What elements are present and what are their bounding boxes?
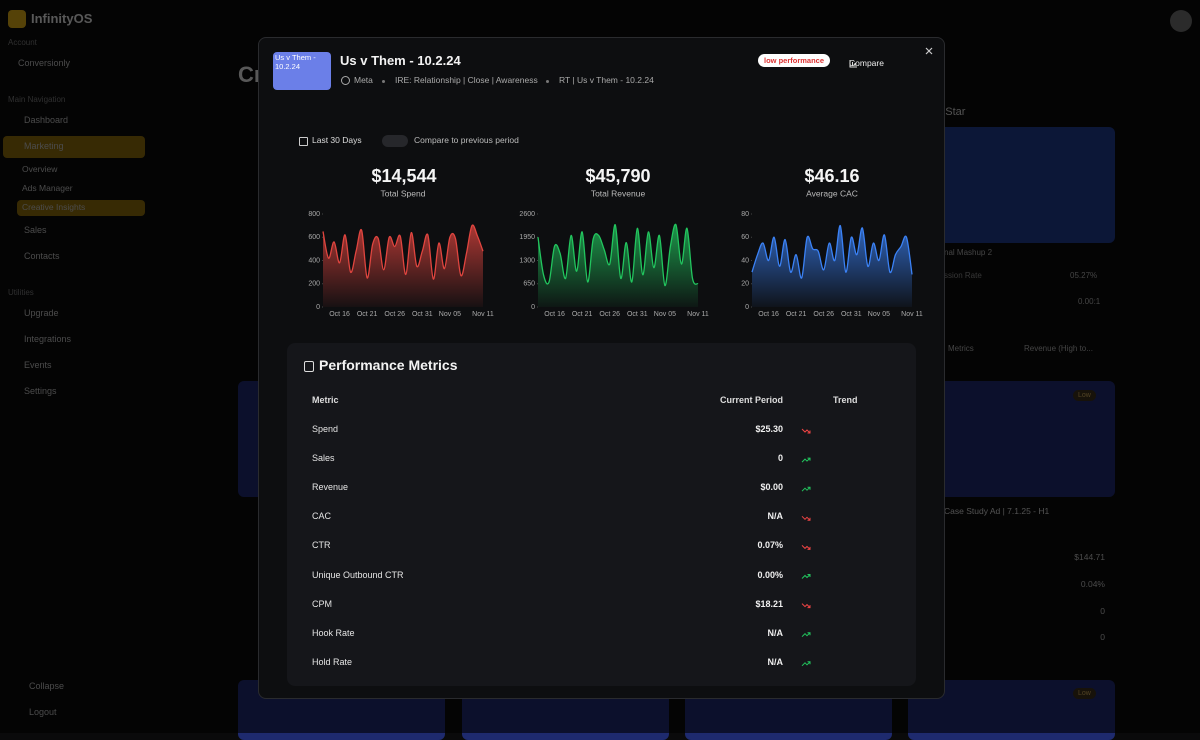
metric-value: $0.00 <box>760 482 783 493</box>
metric-value: N/A <box>767 627 784 638</box>
metric-name: CAC <box>312 511 332 522</box>
trend-icon <box>801 428 811 434</box>
modal-title: Us v Them - 10.2.24 <box>340 53 461 68</box>
meta: Meta <box>354 75 373 85</box>
toggle-label: Compare to previous period <box>414 135 519 145</box>
date-range[interactable]: Last 30 Days <box>312 135 362 145</box>
metric-name: Hold Rate <box>312 656 353 667</box>
dot <box>382 80 385 83</box>
metric-value: 0 <box>777 453 783 464</box>
metric-value: 0.07% <box>757 540 783 551</box>
trend-icon <box>801 603 811 609</box>
modal: Us v Them - 10.2.24 Us v Them - 10.2.24 Me… <box>258 37 945 699</box>
column-header: Trend <box>833 395 858 405</box>
badge: low performance <box>758 54 831 67</box>
metric-name: Hook Rate <box>312 627 355 638</box>
trend-icon <box>801 661 811 667</box>
metric-name: Sales <box>312 453 335 464</box>
meta: IRE: Relationship | Close | Awareness <box>395 75 538 85</box>
trend-icon <box>801 486 811 492</box>
metric-value: $25.30 <box>755 424 783 434</box>
metric-value: N/A <box>767 656 784 667</box>
close-button[interactable] <box>925 46 935 56</box>
metric-name: Unique Outbound CTR <box>312 569 404 580</box>
metric-name: Revenue <box>312 482 349 493</box>
trend-icon <box>801 515 811 521</box>
dot <box>546 80 549 83</box>
metric-value: $18.21 <box>755 598 783 609</box>
column-header: Metric <box>312 395 339 405</box>
toggle[interactable] <box>382 135 408 147</box>
trend-icon <box>801 632 811 638</box>
metric-name: CTR <box>312 540 331 551</box>
trend-icon <box>801 574 811 579</box>
card-icon <box>304 361 314 372</box>
meta-icon <box>341 76 350 85</box>
metric-name: Spend <box>312 424 339 434</box>
trend-icon <box>801 545 811 550</box>
compare-button[interactable]: Compare <box>849 58 884 68</box>
column-header: Current Period <box>719 395 783 405</box>
metric-name: CPM <box>312 598 332 609</box>
trend-icon <box>801 457 811 463</box>
thumbnail: Us v Them - 10.2.24 <box>273 52 331 90</box>
metric-value: 0.00% <box>757 569 783 580</box>
card-title: Performance Metrics <box>319 357 458 373</box>
date-icon <box>299 137 308 146</box>
metrics-card: Performance Metrics Metric Current Period T… <box>287 343 916 686</box>
metric-value: N/A <box>767 511 784 522</box>
meta: RT | Us v Them - 10.2.24 <box>559 75 654 85</box>
trend-icons <box>801 428 811 667</box>
